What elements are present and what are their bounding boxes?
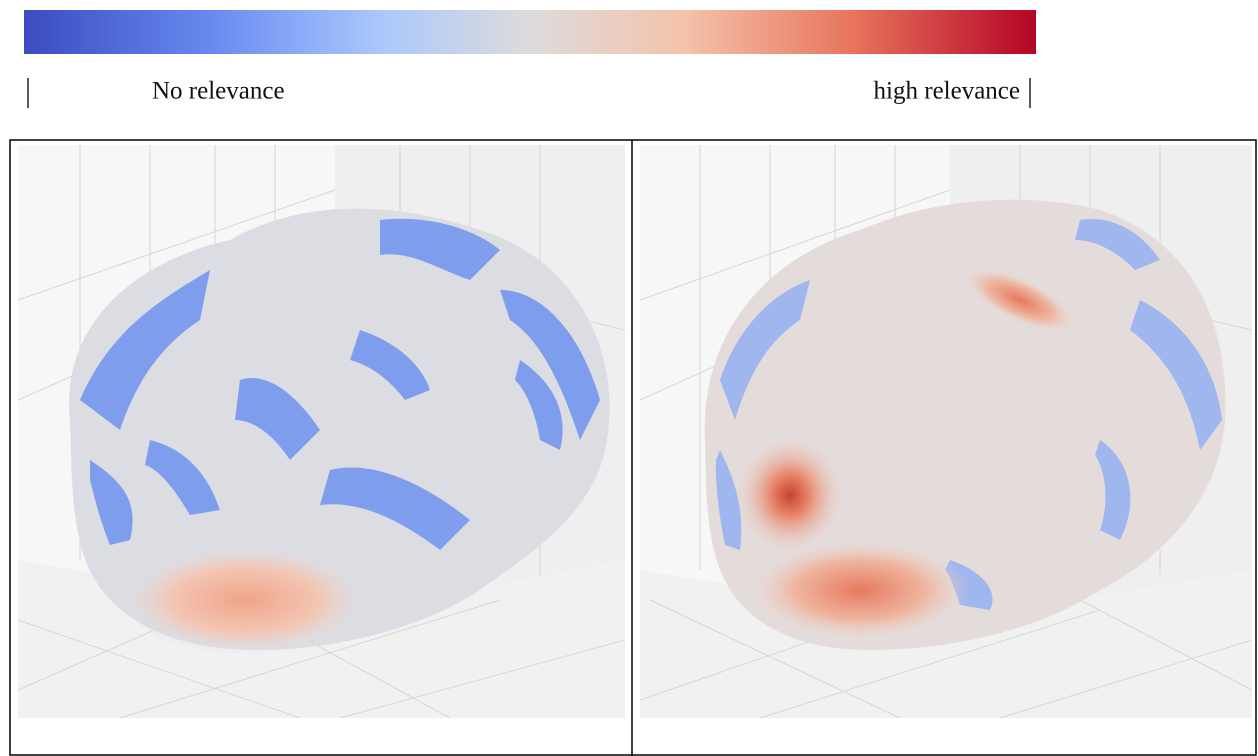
- colorbar: [24, 10, 1036, 54]
- figure: No relevance high relevance: [0, 0, 1258, 756]
- low-label: No relevance: [152, 78, 285, 105]
- high-label: high relevance: [874, 78, 1020, 105]
- page: No relevance high relevance: [0, 0, 1258, 756]
- left-panel: [18, 145, 625, 718]
- right-panel: [640, 145, 1252, 718]
